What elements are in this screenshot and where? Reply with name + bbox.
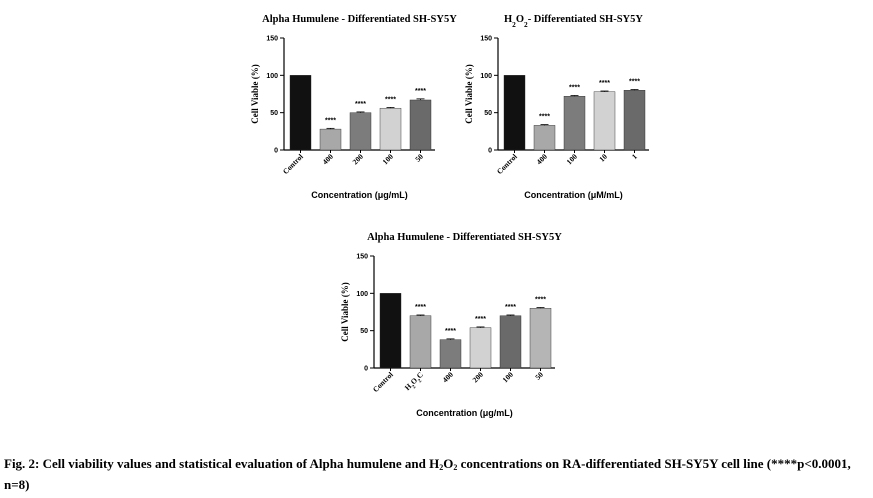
y-tick-label: 50	[270, 110, 278, 117]
x-tick-label: 1	[630, 152, 639, 161]
figure-caption: Fig. 2: Cell viability values and statis…	[4, 456, 851, 492]
y-tick-label: 150	[266, 36, 278, 43]
significance-marker: ****	[539, 114, 550, 121]
y-tick-label: 0	[364, 366, 368, 373]
x-tick-label: Control	[281, 152, 305, 176]
bar-400	[533, 125, 556, 151]
significance-marker: ****	[415, 304, 426, 311]
significance-marker: ****	[385, 96, 396, 103]
x-tick-label: Control	[495, 152, 519, 176]
x-tick-label: 50	[533, 370, 545, 382]
significance-marker: ****	[535, 297, 546, 304]
y-tick-label: 100	[266, 73, 278, 80]
x-tick-label: 400	[441, 370, 455, 384]
x-tick-label: H2O2C	[403, 370, 427, 394]
y-tick-label: 0	[488, 148, 492, 155]
x-tick-label: 200	[471, 370, 485, 384]
chart-alpha-humulene-top: Alpha Humulene - Differentiated SH-SY5Y 0…	[240, 12, 457, 222]
y-tick-label: 0	[274, 148, 278, 155]
x-tick-label: 200	[351, 152, 365, 166]
y-tick-label: 50	[360, 328, 368, 335]
chart-svg: Alpha Humulene - Differentiated SH-SY5Y 0…	[250, 14, 457, 200]
bar-1	[623, 90, 646, 151]
y-tick-label: 50	[484, 110, 492, 117]
x-tick-label: 400	[535, 152, 549, 166]
significance-marker: ****	[629, 79, 640, 86]
significance-marker: ****	[325, 117, 336, 124]
x-tick-label: 100	[381, 152, 395, 166]
x-tick-label: 50	[413, 152, 425, 164]
x-tick-label: 400	[321, 152, 335, 166]
bar-400	[319, 128, 342, 151]
x-axis-label: Concentration (μM/mL)	[524, 190, 623, 200]
x-axis-label: Concentration (μg/mL)	[416, 408, 513, 418]
bar-control	[379, 293, 402, 369]
bar-100	[379, 107, 402, 151]
y-tick-label: 100	[356, 291, 368, 298]
x-tick-label: 10	[597, 152, 609, 164]
significance-marker: ****	[355, 101, 366, 108]
y-tick-label: 150	[480, 36, 492, 43]
bar-10	[593, 91, 616, 151]
significance-marker: ****	[599, 80, 610, 87]
x-tick-label: Control	[371, 370, 395, 394]
bar-100	[563, 96, 586, 151]
significance-marker: ****	[569, 84, 580, 91]
bar-50	[409, 99, 432, 151]
significance-marker: ****	[445, 328, 456, 335]
bar-h2o2c	[409, 315, 432, 369]
bar-200	[469, 327, 492, 369]
significance-marker: ****	[475, 316, 486, 323]
chart-title: H2O2- Differentiated SH-SY5Y	[504, 14, 643, 29]
y-axis-label: Cell Viable (%)	[340, 282, 350, 342]
chart-title: Alpha Humulene - Differentiated SH-SY5Y	[262, 14, 457, 25]
y-tick-label: 100	[480, 73, 492, 80]
bar-50	[529, 308, 552, 369]
x-axis-label: Concentration (μg/mL)	[311, 190, 408, 200]
bar-control	[289, 75, 312, 151]
chart-alpha-humulene-bottom: Alpha Humulene - Differentiated SH-SY5Y 0…	[330, 230, 562, 440]
y-axis-label: Cell Viable (%)	[250, 64, 260, 124]
y-tick-label: 150	[356, 254, 368, 261]
bar-control	[503, 75, 526, 151]
chart-title: Alpha Humulene - Differentiated SH-SY5Y	[367, 232, 562, 243]
chart-h2o2: H2O2- Differentiated SH-SY5Y 0 50 100 150 Cel…	[454, 12, 654, 222]
x-tick-label: 100	[501, 370, 515, 384]
bar-400	[439, 339, 462, 369]
significance-marker: ****	[415, 88, 426, 95]
chart-svg: Alpha Humulene - Differentiated SH-SY5Y 0…	[340, 232, 562, 418]
chart-svg: H2O2- Differentiated SH-SY5Y 0 50 100 150 Cel…	[464, 14, 649, 200]
bar-100	[499, 315, 522, 369]
bar-200	[349, 112, 372, 151]
significance-marker: ****	[505, 304, 516, 311]
x-tick-label: 100	[565, 152, 579, 166]
y-axis-label: Cell Viable (%)	[464, 64, 474, 124]
